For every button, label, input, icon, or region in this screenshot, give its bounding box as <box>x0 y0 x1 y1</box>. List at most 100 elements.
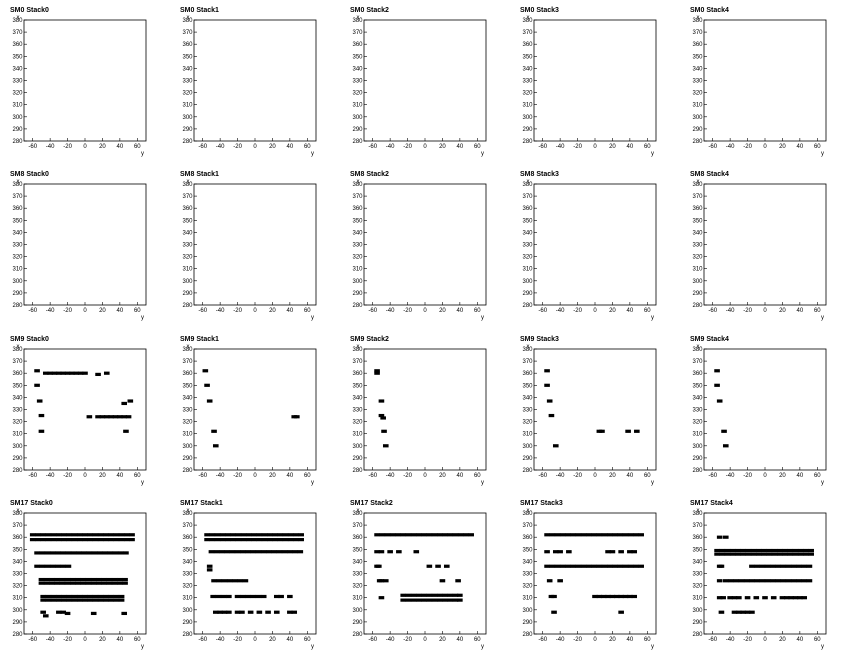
y-tick-label: 310 <box>352 103 363 109</box>
y-tick-label: 330 <box>12 79 23 85</box>
point <box>108 533 114 537</box>
point <box>213 550 220 554</box>
y-tick-label: 370 <box>352 523 363 529</box>
x-tick-label: 20 <box>779 637 786 643</box>
panel-title: SM9 Stack1 <box>180 336 219 343</box>
y-tick-label: 340 <box>12 559 23 565</box>
point <box>750 548 757 553</box>
x-axis-label: y <box>651 480 654 486</box>
point <box>234 610 241 614</box>
x-tick-label: 20 <box>269 144 276 150</box>
point <box>282 533 289 537</box>
point <box>64 371 71 375</box>
point <box>86 415 93 419</box>
x-tick-label: 0 <box>763 144 767 150</box>
point <box>34 369 40 373</box>
point <box>90 611 97 616</box>
point <box>281 550 288 554</box>
y-tick-label: 280 <box>692 139 703 145</box>
x-tick-label: 0 <box>253 308 257 314</box>
point <box>76 594 83 599</box>
point <box>60 610 67 614</box>
y-tick-label: 350 <box>522 383 533 389</box>
point <box>714 552 720 556</box>
x-tick-label: 0 <box>593 637 597 643</box>
plot-frame <box>23 19 147 142</box>
point <box>788 596 794 600</box>
point <box>76 533 83 537</box>
point <box>38 577 45 582</box>
x-axis-label: y <box>141 644 144 650</box>
point <box>34 383 40 387</box>
y-axis-label: x <box>357 15 360 21</box>
x-tick-label: 60 <box>474 637 481 643</box>
point <box>60 564 67 568</box>
y-tick-label: 320 <box>352 91 363 97</box>
panel-title: SM17 Stack2 <box>350 500 393 507</box>
y-tick-label: 320 <box>522 584 533 590</box>
x-axis-label: y <box>311 644 314 650</box>
point <box>613 594 620 599</box>
point <box>426 533 433 537</box>
point <box>49 577 55 582</box>
point <box>35 538 41 542</box>
x-tick-label: 60 <box>644 473 651 479</box>
x-tick-label: -60 <box>28 308 37 314</box>
y-tick-label: 330 <box>182 572 193 578</box>
point <box>92 594 99 599</box>
x-tick-label: -20 <box>233 473 242 479</box>
point <box>549 564 556 568</box>
point <box>45 538 52 542</box>
point <box>546 399 553 403</box>
y-tick-label: 360 <box>522 371 533 377</box>
point <box>108 598 114 602</box>
point <box>400 598 407 602</box>
point <box>293 538 299 542</box>
point <box>378 399 385 403</box>
y-tick-label: 330 <box>692 243 703 249</box>
y-tick-label: 380 <box>692 182 703 188</box>
y-tick-label: 330 <box>182 408 193 414</box>
x-tick-label: 20 <box>269 308 276 314</box>
x-tick-label: 60 <box>474 308 481 314</box>
y-tick-label: 380 <box>182 511 193 517</box>
point <box>586 564 592 568</box>
point <box>54 581 60 585</box>
point <box>382 579 389 583</box>
panel-title: SM8 Stack2 <box>350 171 389 178</box>
point <box>783 596 790 600</box>
point <box>548 413 555 418</box>
x-tick-label: -60 <box>538 637 547 643</box>
point <box>421 598 427 602</box>
x-tick-label: -20 <box>403 473 412 479</box>
x-tick-label: -40 <box>556 308 565 314</box>
x-tick-label: 20 <box>439 637 446 643</box>
point <box>601 533 608 537</box>
x-tick-label: 0 <box>593 473 597 479</box>
y-axis-label: x <box>17 15 20 21</box>
point <box>743 579 750 583</box>
point <box>129 538 135 542</box>
point <box>631 550 638 554</box>
point <box>45 594 52 599</box>
point <box>122 577 128 582</box>
point <box>44 551 51 555</box>
point <box>121 401 128 406</box>
point <box>378 413 385 418</box>
point <box>785 564 792 568</box>
point <box>387 550 393 554</box>
y-tick-label: 320 <box>692 420 703 426</box>
point <box>759 579 766 583</box>
x-tick-label: -20 <box>233 637 242 643</box>
point <box>239 610 245 614</box>
panel: SM0 Stack0 280 290 300 310 320 330 340 350 360 370… <box>10 7 147 157</box>
point <box>443 564 450 568</box>
point <box>265 610 271 614</box>
point <box>87 598 94 602</box>
point <box>738 579 745 583</box>
point <box>38 413 45 418</box>
panel-title: SM8 Stack1 <box>180 171 219 178</box>
point <box>591 564 597 568</box>
panel: SM0 Stack1 280 290 300 310 320 330 340 350 360 370… <box>180 7 317 157</box>
y-tick-label: 360 <box>12 371 23 377</box>
